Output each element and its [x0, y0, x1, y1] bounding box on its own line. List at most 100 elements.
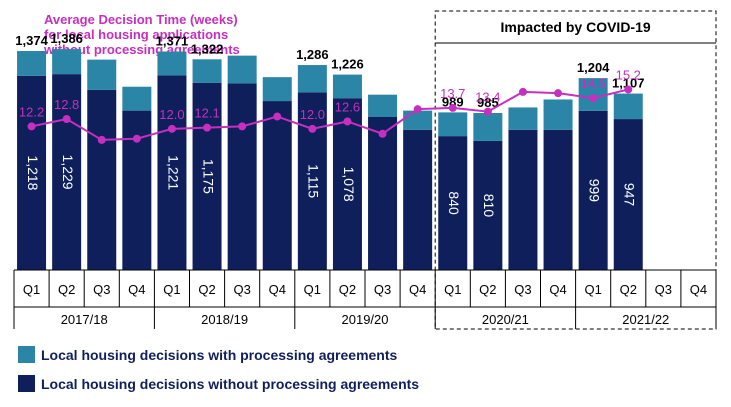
bar-with-agreements — [192, 59, 222, 83]
bar-with-agreements — [368, 94, 398, 117]
bar-without-agreements — [17, 75, 47, 270]
bar-value-label: 1,221 — [165, 155, 181, 190]
x-tick-label: Q2 — [620, 282, 637, 297]
bar-with-agreements — [52, 49, 82, 75]
x-tick-label: Q1 — [23, 282, 40, 297]
bar-without-agreements — [473, 140, 503, 270]
bar-total-label: 1,226 — [331, 57, 364, 72]
line-point-label: 14.5 — [580, 76, 605, 91]
covid-annotation-box — [434, 10, 717, 330]
x-group-label: 2021/22 — [622, 312, 669, 327]
bar-total-label: 1,386 — [50, 31, 83, 46]
line-point — [308, 124, 317, 133]
bar-value-label: 1,078 — [341, 167, 357, 202]
line-point — [624, 85, 633, 94]
legend-label-with-agreements: Local housing decisions with processing … — [41, 346, 398, 363]
line-point-label: 12.0 — [159, 107, 184, 122]
bar-with-agreements — [613, 93, 643, 120]
line-point-label: 12.0 — [300, 107, 325, 122]
line-point-label: 12.1 — [194, 106, 219, 121]
x-tick-label: Q2 — [479, 282, 496, 297]
line-point-label: 12.8 — [54, 97, 79, 112]
line-series-title: for local housing applications — [44, 27, 228, 42]
bar-without-agreements — [438, 136, 468, 270]
bar-value-label: 947 — [622, 183, 638, 207]
x-tick-label: Q4 — [269, 282, 286, 297]
bar-without-agreements — [578, 110, 608, 270]
x-group-label: 2019/20 — [342, 312, 389, 327]
line-point — [97, 135, 106, 144]
bar-without-agreements — [262, 101, 292, 270]
x-tick-label: Q3 — [93, 282, 110, 297]
legend-item-without-agreements: Local housing decisions without processi… — [18, 375, 419, 392]
x-tick-label: Q4 — [409, 282, 426, 297]
x-tick-label: Q1 — [304, 282, 321, 297]
line-point — [378, 129, 387, 138]
x-tick-label: Q2 — [58, 282, 75, 297]
bar-total-label: 1,286 — [296, 47, 329, 62]
line-series-title: Average Decision Time (weeks) — [44, 12, 238, 27]
bar-with-agreements — [473, 113, 503, 141]
bar-without-agreements — [227, 83, 257, 270]
x-tick-label: Q4 — [549, 282, 566, 297]
bar-without-agreements — [157, 75, 187, 270]
bar-without-agreements — [192, 82, 222, 270]
legend-item-with-agreements: Local housing decisions with processing … — [18, 346, 397, 363]
x-tick-label: Q4 — [690, 282, 707, 297]
x-group-label: 2017/18 — [61, 312, 108, 327]
bar-value-label: 999 — [586, 179, 602, 203]
line-point-label: 13.4 — [475, 90, 500, 105]
x-group-label: 2020/21 — [482, 312, 529, 327]
line-point — [167, 124, 176, 133]
chart: Impacted by COVID-19 Average Decision Tim… — [13, 10, 717, 330]
bar-value-label: 1,115 — [306, 164, 322, 198]
bar-without-agreements — [403, 129, 433, 270]
bar-without-agreements — [613, 119, 643, 271]
line-point — [203, 123, 212, 132]
line-point — [448, 103, 457, 112]
line-point-label: 12.2 — [19, 104, 44, 119]
x-tick-label: Q4 — [128, 282, 145, 297]
bar-with-agreements — [262, 77, 292, 102]
bar-without-agreements — [87, 89, 117, 270]
bar-total-label: 1,371 — [156, 33, 189, 48]
bar-value-label: 1,229 — [60, 155, 76, 190]
bar-with-agreements — [87, 59, 117, 90]
line-point — [343, 117, 352, 126]
x-tick-label: Q2 — [198, 282, 215, 297]
x-tick-label: Q1 — [584, 282, 601, 297]
bar-with-agreements — [122, 86, 152, 111]
line-point — [238, 122, 247, 131]
bar-with-agreements — [17, 51, 47, 76]
line-point-label: 13.7 — [440, 86, 465, 101]
x-tick-label: Q1 — [444, 282, 461, 297]
bar-total-label: 1,204 — [577, 60, 610, 75]
bar-total-label: 989 — [442, 94, 464, 109]
bar-with-agreements — [438, 112, 468, 137]
bar-without-agreements — [52, 74, 82, 270]
line-point-label: 12.6 — [335, 99, 360, 114]
x-tick-label: Q3 — [374, 282, 391, 297]
x-tick-label: Q3 — [233, 282, 250, 297]
line-point — [413, 105, 422, 114]
bar-without-agreements — [543, 129, 573, 270]
line-point — [554, 89, 563, 98]
bar-value-label: 840 — [446, 191, 462, 215]
bar-with-agreements — [227, 55, 257, 84]
x-group-label: 2018/19 — [201, 312, 248, 327]
line-series-title: without processing agreements — [43, 42, 240, 57]
legend-label-without-agreements: Local housing decisions without processi… — [41, 375, 420, 392]
x-tick-label: Q2 — [339, 282, 356, 297]
bar-with-agreements — [297, 65, 327, 93]
bar-total-label: 1,322 — [191, 41, 224, 56]
bar-value-label: 810 — [481, 194, 497, 218]
line-point-label: 15.2 — [616, 67, 641, 82]
bar-total-label: 1,374 — [15, 33, 48, 48]
bar-with-agreements — [332, 74, 362, 99]
bar-total-label: 985 — [477, 95, 499, 110]
line-point — [518, 87, 527, 96]
line-point — [132, 134, 141, 143]
bar-total-label: 1,107 — [612, 76, 645, 91]
covid-annotation-label: Impacted by COVID-19 — [501, 19, 651, 35]
bar-without-agreements — [508, 129, 538, 270]
